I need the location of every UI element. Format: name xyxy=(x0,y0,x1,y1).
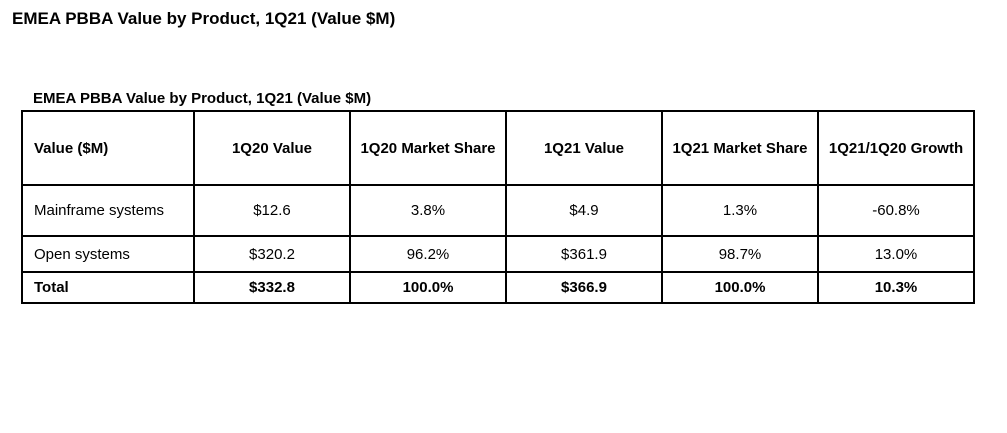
header-value: Value ($M) xyxy=(21,110,195,186)
row-label: Mainframe systems xyxy=(21,184,195,237)
table-row-total: Total $332.8 100.0% $366.9 100.0% 10.3% xyxy=(21,271,975,304)
page-title: EMEA PBBA Value by Product, 1Q21 (Value … xyxy=(12,9,396,28)
row-label: Open systems xyxy=(21,235,195,273)
cell-1q20-market-share: 100.0% xyxy=(349,271,507,304)
cell-1q20-value: $320.2 xyxy=(193,235,351,273)
table-row-open-systems: Open systems $320.2 96.2% $361.9 98.7% 1… xyxy=(21,235,975,273)
header-1q20-market-share: 1Q20 Market Share xyxy=(349,110,507,186)
table-header-row: Value ($M) 1Q20 Value 1Q20 Market Share … xyxy=(21,110,975,186)
header-1q20-value: 1Q20 Value xyxy=(193,110,351,186)
header-growth: 1Q21/1Q20 Growth xyxy=(817,110,975,186)
cell-1q21-value: $4.9 xyxy=(505,184,663,237)
cell-1q21-market-share: 100.0% xyxy=(661,271,819,304)
cell-growth: 13.0% xyxy=(817,235,975,273)
header-1q21-market-share: 1Q21 Market Share xyxy=(661,110,819,186)
row-label: Total xyxy=(21,271,195,304)
cell-1q20-market-share: 3.8% xyxy=(349,184,507,237)
table-row-mainframe-systems: Mainframe systems $12.6 3.8% $4.9 1.3% -… xyxy=(21,184,975,237)
cell-growth: -60.8% xyxy=(817,184,975,237)
table-caption: EMEA PBBA Value by Product, 1Q21 (Value … xyxy=(33,90,372,107)
cell-1q21-market-share: 1.3% xyxy=(661,184,819,237)
cell-1q21-value: $361.9 xyxy=(505,235,663,273)
cell-1q21-value: $366.9 xyxy=(505,271,663,304)
cell-1q21-market-share: 98.7% xyxy=(661,235,819,273)
cell-1q20-value: $332.8 xyxy=(193,271,351,304)
cell-1q20-value: $12.6 xyxy=(193,184,351,237)
cell-1q20-market-share: 96.2% xyxy=(349,235,507,273)
header-1q21-value: 1Q21 Value xyxy=(505,110,663,186)
cell-growth: 10.3% xyxy=(817,271,975,304)
pbba-value-table: Value ($M) 1Q20 Value 1Q20 Market Share … xyxy=(21,110,975,304)
